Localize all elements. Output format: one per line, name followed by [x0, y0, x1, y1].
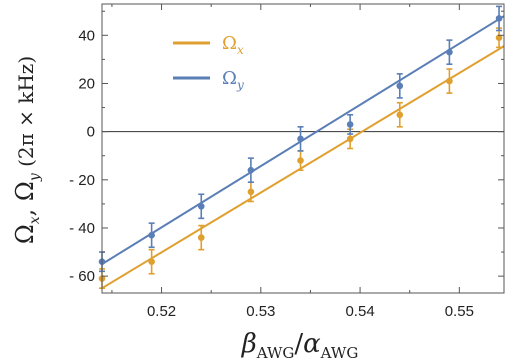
data-point-omega-y	[346, 121, 354, 128]
legend: Ωx Ωy	[173, 33, 244, 92]
legend-label-omega-x: Ωx	[222, 33, 244, 57]
data-point-omega-y	[297, 135, 304, 143]
data-point-omega-y	[446, 48, 453, 56]
axis-ticks: 0.52 0.53 0.54 0.55 - 60 - 40 - 20 0 20 40	[69, 4, 504, 320]
y-tick-label: 0	[87, 124, 95, 141]
data-point-omega-y	[495, 15, 503, 22]
data-point-omega-x	[446, 77, 453, 85]
x-tick-label: 0.54	[345, 303, 374, 320]
data-point-omega-x	[396, 111, 404, 119]
x-tick-label: 0.52	[147, 303, 176, 320]
x-tick-label: 0.53	[246, 303, 275, 320]
x-tick-label: 0.55	[445, 303, 474, 320]
fit-lines	[101, 15, 505, 290]
data-point-omega-y	[247, 166, 255, 174]
fit-line-omega-x	[101, 45, 505, 290]
y-tick-label: 40	[78, 27, 95, 44]
y-tick-label: - 60	[69, 268, 95, 285]
data-point-omega-x	[148, 258, 155, 265]
data-point-omega-y	[148, 231, 155, 239]
y-axis-label: Ωx, Ωy (2π × kHz)	[11, 56, 43, 244]
legend-label-omega-y: Ωy	[222, 68, 244, 92]
data-point-omega-x	[247, 188, 255, 196]
data-point-omega-y	[396, 82, 404, 90]
data-point-omega-x	[297, 157, 304, 164]
x-axis-label: βAWG/αAWG	[241, 329, 359, 362]
data-points	[98, 5, 503, 289]
data-point-omega-x	[346, 135, 354, 143]
data-point-omega-y	[197, 203, 205, 210]
y-tick-label: - 40	[69, 220, 95, 237]
plot-frame	[101, 3, 505, 294]
data-point-omega-x	[495, 34, 503, 42]
y-tick-label: - 20	[69, 172, 95, 189]
y-tick-label: 20	[78, 75, 95, 92]
data-point-omega-x	[197, 234, 205, 241]
